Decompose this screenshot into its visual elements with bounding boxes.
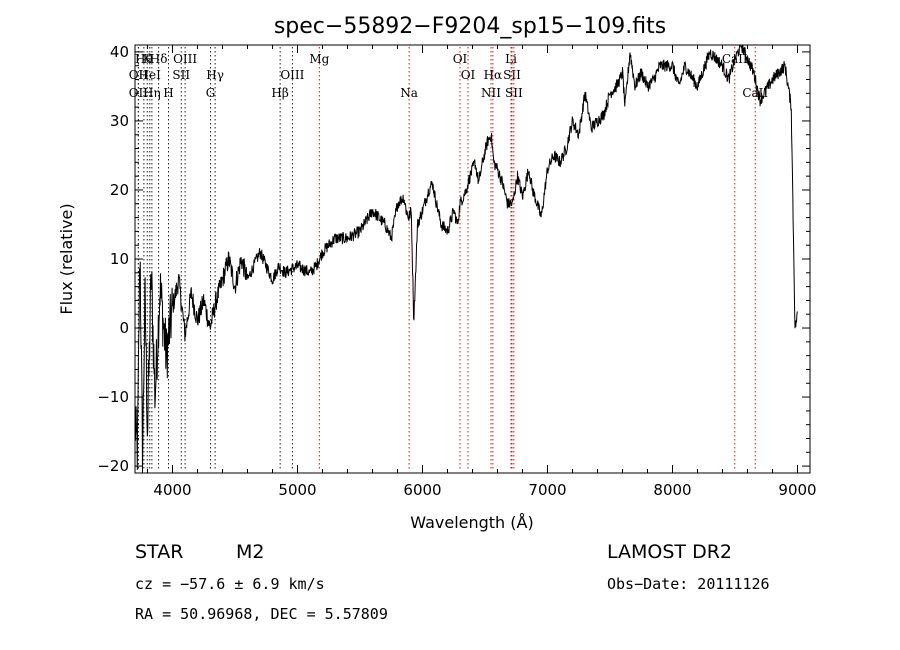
line-marker-label-6: Li — [505, 52, 517, 66]
x-tick-label-4: 8000 — [653, 481, 691, 499]
coordinates-text: RA = 50.96968, DEC = 5.57809 — [135, 605, 388, 623]
line-marker-label-19: G — [206, 86, 216, 100]
x-tick-label-2: 6000 — [403, 481, 441, 499]
y-tick-label-2: 0 — [119, 319, 129, 337]
line-marker-label-14: Hα — [484, 68, 503, 82]
line-marker-label-2: Hδ — [150, 52, 168, 66]
line-marker-label-18: H — [163, 86, 173, 100]
spectrum-line — [134, 44, 798, 474]
x-axis-label: Wavelength (Å) — [410, 513, 533, 532]
object-subclass: M2 — [236, 541, 265, 563]
line-marker-label-4: Mg — [309, 52, 329, 66]
x-tick-label-1: 5000 — [278, 481, 316, 499]
plot-frame — [134, 44, 811, 474]
y-tick-label-0: −20 — [97, 457, 129, 475]
x-tick-label-5: 9000 — [778, 481, 816, 499]
survey-label: LAMOST DR2 — [607, 541, 732, 563]
y-tick-label-3: 10 — [110, 250, 129, 268]
line-marker-label-13: OI — [461, 68, 476, 82]
y-axis-label: Flux (relative) — [57, 203, 76, 314]
line-marker-label-15: SII — [503, 68, 521, 82]
x-tick-label-3: 7000 — [528, 481, 566, 499]
line-marker-label-5: OI — [453, 52, 468, 66]
series-layer — [134, 44, 798, 474]
line-marker-label-23: SII — [505, 86, 523, 100]
line-marker-label-11: Hγ — [206, 68, 224, 82]
line-marker-label-9: HeI — [139, 68, 162, 82]
line-marker-label-21: Na — [400, 86, 418, 100]
y-tick-label-5: 30 — [110, 112, 129, 130]
y-tick-label-6: 40 — [110, 43, 129, 61]
axis-ticks-layer: 4000 5000 6000 7000 8000 9000 −20 −10 0 10 20 30 40 — [97, 43, 816, 499]
y-tick-label-4: 20 — [110, 181, 129, 199]
line-marker-label-17: Hη — [143, 86, 161, 100]
line-marker-label-0: Hθ — [135, 52, 153, 66]
chart-title: spec−55892−F9204_sp15−109.fits — [274, 14, 666, 39]
line-marker-label-22: NII — [481, 86, 501, 100]
object-class: STAR — [135, 541, 184, 563]
line-marker-label-1: K — [143, 52, 153, 66]
line-marker-label-3: OIII — [173, 52, 197, 66]
line-marker-label-20: Hβ — [271, 86, 288, 100]
line-marker-label-10: SII — [172, 68, 190, 82]
line-marker-label-12: OIII — [280, 68, 304, 82]
obs-date-text: Obs−Date: 20111126 — [607, 575, 770, 593]
x-tick-label-0: 4000 — [153, 481, 191, 499]
redshift-text: cz = −57.6 ± 6.9 km/s — [135, 575, 325, 593]
y-tick-label-1: −10 — [97, 388, 129, 406]
